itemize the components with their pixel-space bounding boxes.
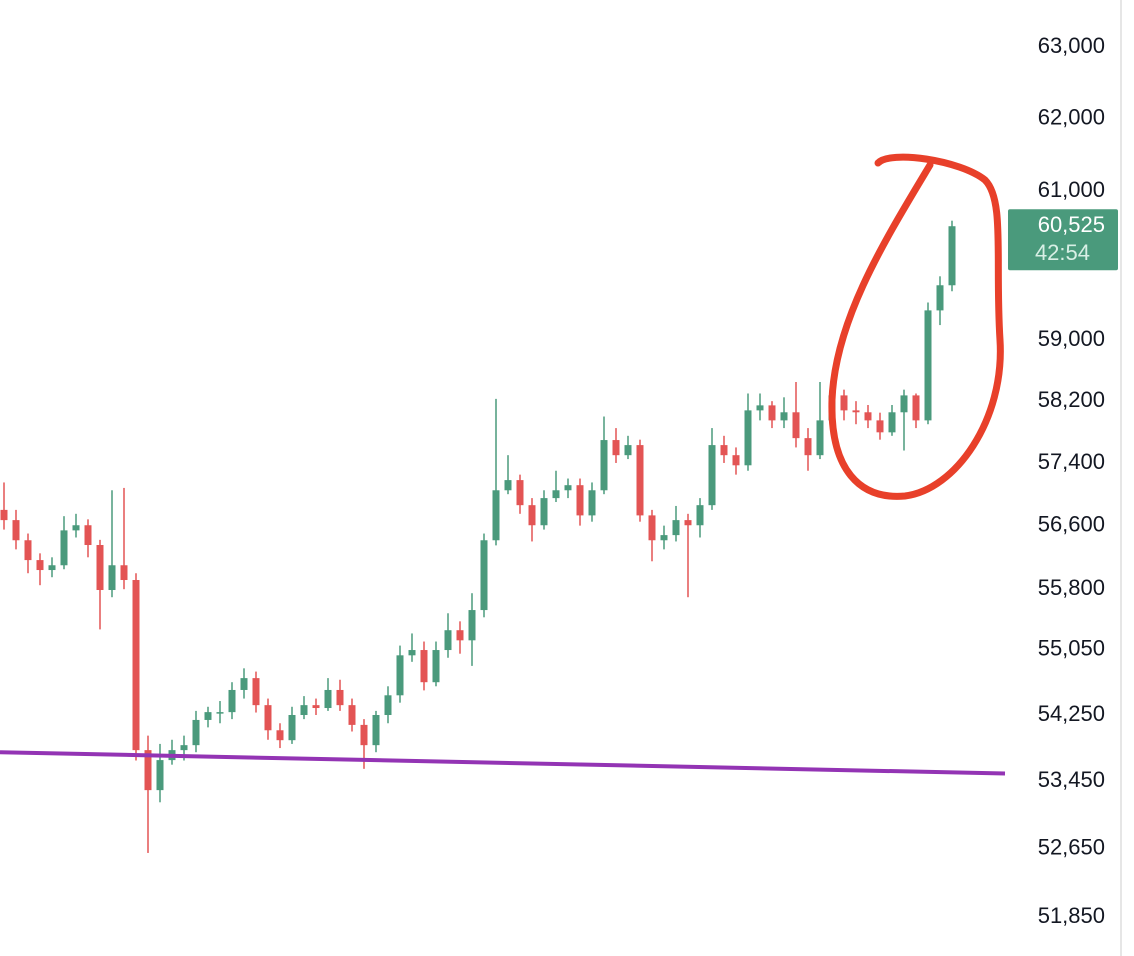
candle-body xyxy=(120,565,128,581)
price-label-countdown: 42:54 xyxy=(1035,240,1090,265)
candle-body xyxy=(504,480,512,491)
candle-body xyxy=(576,485,584,516)
candle-body xyxy=(816,420,824,456)
candle-body xyxy=(516,480,524,506)
candle-body xyxy=(324,689,332,709)
candle-body xyxy=(432,650,440,683)
candle-body xyxy=(456,630,464,641)
candle-body xyxy=(708,445,716,506)
candle-body xyxy=(0,509,8,521)
y-tick-label: 62,000 xyxy=(1038,105,1105,130)
candle-body xyxy=(60,530,68,566)
candle-body xyxy=(276,730,284,741)
candle-body xyxy=(444,630,452,651)
candle-body xyxy=(564,485,572,491)
y-tick-label: 52,650 xyxy=(1038,835,1105,860)
candle-body xyxy=(912,395,920,421)
candle-body xyxy=(924,310,932,421)
candle-body xyxy=(684,520,692,526)
candle-body xyxy=(360,724,368,746)
candle-body xyxy=(264,705,272,731)
candle-body xyxy=(804,438,812,456)
candle-body xyxy=(132,580,140,751)
candle-body xyxy=(888,412,896,433)
candle-body xyxy=(240,678,248,690)
candle-body xyxy=(96,545,104,591)
candle-body xyxy=(144,750,152,791)
candle-body xyxy=(288,715,296,741)
candle-body xyxy=(744,410,752,466)
candle-body xyxy=(252,678,260,706)
candle-body xyxy=(876,420,884,433)
candle-body xyxy=(72,525,80,531)
candle-body xyxy=(900,395,908,413)
candle-body xyxy=(948,226,956,286)
y-tick-label: 54,250 xyxy=(1038,701,1105,726)
y-tick-label: 59,000 xyxy=(1038,326,1105,351)
candle-body xyxy=(852,410,860,413)
candle-body xyxy=(780,412,788,421)
candle-body xyxy=(216,712,224,714)
price-label-box xyxy=(1008,209,1118,271)
y-tick-label: 61,000 xyxy=(1038,177,1105,202)
candle-body xyxy=(864,412,872,421)
candle-body xyxy=(936,285,944,311)
y-tick-label: 55,050 xyxy=(1038,635,1105,660)
candle-body xyxy=(480,540,488,611)
candle-body xyxy=(492,490,500,541)
y-tick-label: 55,800 xyxy=(1038,575,1105,600)
candle-body xyxy=(36,560,44,571)
y-tick-label: 56,600 xyxy=(1038,511,1105,536)
candle-body xyxy=(84,525,92,546)
y-tick-label: 51,850 xyxy=(1038,903,1105,928)
candle-body xyxy=(636,445,644,516)
candle-body xyxy=(24,540,32,561)
y-tick-label: 57,400 xyxy=(1038,449,1105,474)
candle-body xyxy=(612,440,620,456)
plot-area xyxy=(0,220,956,853)
y-tick-label: 53,450 xyxy=(1038,767,1105,792)
candle-body xyxy=(204,712,212,720)
candle-body xyxy=(408,650,416,656)
candle-body xyxy=(12,520,20,541)
hand-drawn-circle xyxy=(828,153,1004,500)
candle-body xyxy=(156,760,164,791)
candle-body xyxy=(396,655,404,696)
candle-body xyxy=(348,705,356,725)
candle-body xyxy=(528,505,536,526)
candle-body xyxy=(372,715,380,746)
candle-body xyxy=(192,719,200,746)
candle-body xyxy=(624,445,632,456)
candle-body xyxy=(468,610,476,641)
candle-body xyxy=(696,505,704,526)
candle-body xyxy=(588,490,596,516)
candle-body xyxy=(552,490,560,499)
candle-body xyxy=(600,440,608,491)
candle-body xyxy=(660,535,668,541)
candle-body xyxy=(540,498,548,526)
candle-body xyxy=(384,695,392,716)
price-label-value: 60,525 xyxy=(1038,212,1105,237)
candle-body xyxy=(180,745,188,751)
candle-body xyxy=(756,405,764,411)
candle-body xyxy=(648,515,656,541)
candle-body xyxy=(108,565,116,591)
candle-body xyxy=(312,705,320,709)
candle-body xyxy=(48,565,56,571)
candle-body xyxy=(336,689,344,706)
y-tick-label: 63,000 xyxy=(1038,33,1105,58)
candle-body xyxy=(300,705,308,716)
trendline xyxy=(0,750,1006,776)
candle-body xyxy=(720,445,728,456)
candle-body xyxy=(420,650,428,683)
candle-body xyxy=(792,412,800,439)
candle-body xyxy=(672,520,680,536)
candle-body xyxy=(768,405,776,421)
candle-body xyxy=(840,395,848,411)
candle-body xyxy=(228,689,236,713)
y-tick-label: 58,200 xyxy=(1038,387,1105,412)
candle-body xyxy=(732,455,740,466)
